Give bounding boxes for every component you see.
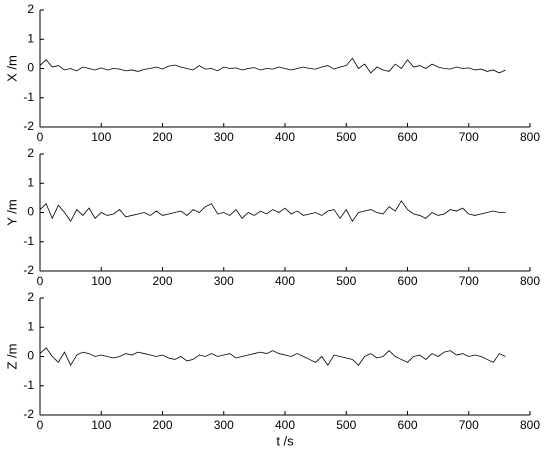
x-axis-label: t /s <box>276 433 294 448</box>
y-tick-label: 2 <box>27 146 34 160</box>
y-tick-label: -2 <box>23 119 34 133</box>
x-tick-label: 600 <box>397 130 417 144</box>
x-tick-label: 500 <box>336 418 356 432</box>
x-tick-label: 300 <box>214 130 234 144</box>
y-tick-label: 1 <box>27 319 34 333</box>
x-tick-label: 400 <box>275 274 295 288</box>
y-tick-label: 2 <box>27 2 34 16</box>
x-tick-label: 800 <box>520 274 540 288</box>
x-tick-label: 600 <box>397 274 417 288</box>
x-tick-label: 700 <box>459 418 479 432</box>
y-tick-label: 1 <box>27 31 34 45</box>
y-tick-label: -1 <box>23 90 34 104</box>
x-tick-label: 200 <box>152 418 172 432</box>
x-tick-label: 600 <box>397 418 417 432</box>
y-tick-label: -1 <box>23 378 34 392</box>
x-tick-label: 0 <box>37 130 44 144</box>
x-tick-label: 700 <box>459 274 479 288</box>
y-tick-label: 0 <box>27 205 34 219</box>
y-tick-label: 0 <box>27 61 34 75</box>
x-tick-label: 100 <box>91 130 111 144</box>
x-tick-label: 200 <box>152 274 172 288</box>
x-tick-label: 300 <box>214 418 234 432</box>
x-tick-label: 0 <box>37 274 44 288</box>
y-axis-label: Z /m <box>4 344 19 370</box>
x-tick-label: 400 <box>275 418 295 432</box>
x-tick-label: 500 <box>336 130 356 144</box>
y-tick-label: -1 <box>23 234 34 248</box>
x-tick-label: 800 <box>520 130 540 144</box>
data-line <box>39 347 506 367</box>
x-tick-label: 400 <box>275 130 295 144</box>
y-axis-label: X /m <box>4 55 19 82</box>
y-tick-label: 0 <box>27 349 34 363</box>
x-tick-label: 800 <box>520 418 540 432</box>
x-tick-label: 200 <box>152 130 172 144</box>
x-tick-label: 300 <box>214 274 234 288</box>
y-tick-label: 2 <box>27 290 34 304</box>
data-line <box>39 200 506 223</box>
x-tick-label: 0 <box>37 418 44 432</box>
x-tick-label: 500 <box>336 274 356 288</box>
y-tick-label: -2 <box>23 263 34 277</box>
x-tick-label: 700 <box>459 130 479 144</box>
x-tick-label: 100 <box>91 418 111 432</box>
y-axis-label: Y /m <box>4 199 19 226</box>
data-line <box>39 57 506 74</box>
y-tick-label: -2 <box>23 407 34 421</box>
y-tick-label: 1 <box>27 175 34 189</box>
x-tick-label: 100 <box>91 274 111 288</box>
